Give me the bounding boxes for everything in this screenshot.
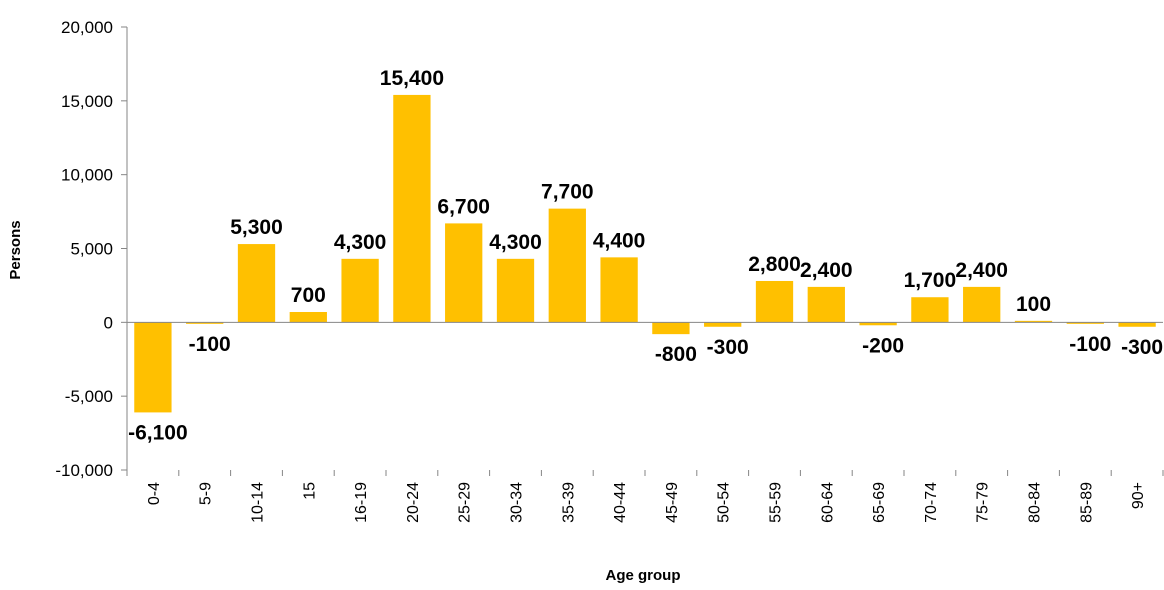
bar [1118, 322, 1156, 327]
bar [911, 297, 949, 323]
x-tick-label: 10-14 [250, 482, 267, 523]
data-label: -100 [189, 333, 231, 356]
data-label: -100 [1069, 333, 1111, 356]
data-label: 15,400 [380, 67, 444, 90]
y-tick-label: 0 [104, 313, 113, 332]
x-tick-label: 50-54 [716, 482, 733, 523]
x-tick-label: 80-84 [1027, 482, 1044, 523]
plot-area: -10,000 -5,000 0 5,000 10,000 15,000 20,000 0-4… [55, 18, 1164, 523]
bar [134, 322, 172, 413]
bar [859, 322, 897, 326]
data-label: 1,700 [904, 269, 957, 292]
data-label: -200 [862, 334, 904, 357]
x-tick-label: 65-69 [871, 482, 888, 523]
x-tick-label: 85-89 [1078, 482, 1095, 523]
bar [237, 244, 276, 323]
y-axis-title: Persons [7, 220, 24, 279]
x-tick-label: 16-19 [353, 482, 370, 523]
bar [186, 322, 224, 324]
bar [963, 286, 1001, 323]
data-label: 2,400 [800, 259, 853, 282]
x-tick-label: 70-74 [923, 482, 940, 523]
data-label: 2,400 [955, 259, 1008, 282]
y-tick-label: 20,000 [61, 18, 113, 37]
y-tick-label: -5,000 [65, 387, 113, 406]
data-label: -300 [707, 336, 749, 359]
y-tick-label: 10,000 [61, 166, 113, 185]
data-label: -300 [1121, 336, 1163, 359]
x-tick-label: 25-29 [457, 482, 474, 523]
bar [1014, 320, 1053, 323]
y-tick-label: -10,000 [55, 461, 113, 480]
x-tick-label: 35-39 [560, 482, 577, 523]
data-label: 4,300 [334, 231, 387, 254]
data-label: 700 [291, 284, 326, 307]
bar [807, 286, 845, 323]
bar [1066, 322, 1104, 324]
x-tick-label: 45-49 [664, 482, 681, 523]
x-tick-label: 15 [301, 482, 318, 500]
y-tick-label: 5,000 [70, 240, 113, 259]
x-tick-label: 75-79 [975, 482, 992, 523]
bar [341, 258, 379, 323]
bar [393, 94, 431, 323]
data-label: 100 [1016, 293, 1051, 316]
data-label: 7,700 [541, 181, 594, 204]
data-label: 4,400 [593, 229, 646, 252]
x-tick-label: 20-24 [405, 482, 422, 523]
bar [548, 208, 586, 323]
bar [445, 223, 483, 323]
x-tick-label: 55-59 [768, 482, 785, 523]
x-tick-label: 30-34 [509, 482, 526, 523]
data-label: 2,800 [748, 253, 801, 276]
bar [496, 258, 535, 323]
data-label: -6,100 [128, 421, 188, 444]
x-tick-label: 60-64 [819, 482, 836, 523]
x-tick-label: 40-44 [612, 482, 629, 523]
bar [600, 257, 638, 323]
data-label: 4,300 [489, 231, 542, 254]
x-axis-title: Age group [606, 567, 681, 584]
data-label: 5,300 [230, 216, 283, 239]
data-label: -800 [655, 343, 697, 366]
x-tick-label: 5-9 [198, 482, 215, 505]
bar [289, 311, 327, 323]
y-tick-label: 15,000 [61, 92, 113, 111]
data-label: 6,700 [437, 195, 490, 218]
bar [704, 322, 742, 327]
x-tick-label: 0-4 [146, 482, 163, 505]
bar [652, 322, 690, 335]
x-tick-label: 90+ [1130, 482, 1147, 509]
bar [755, 280, 794, 323]
